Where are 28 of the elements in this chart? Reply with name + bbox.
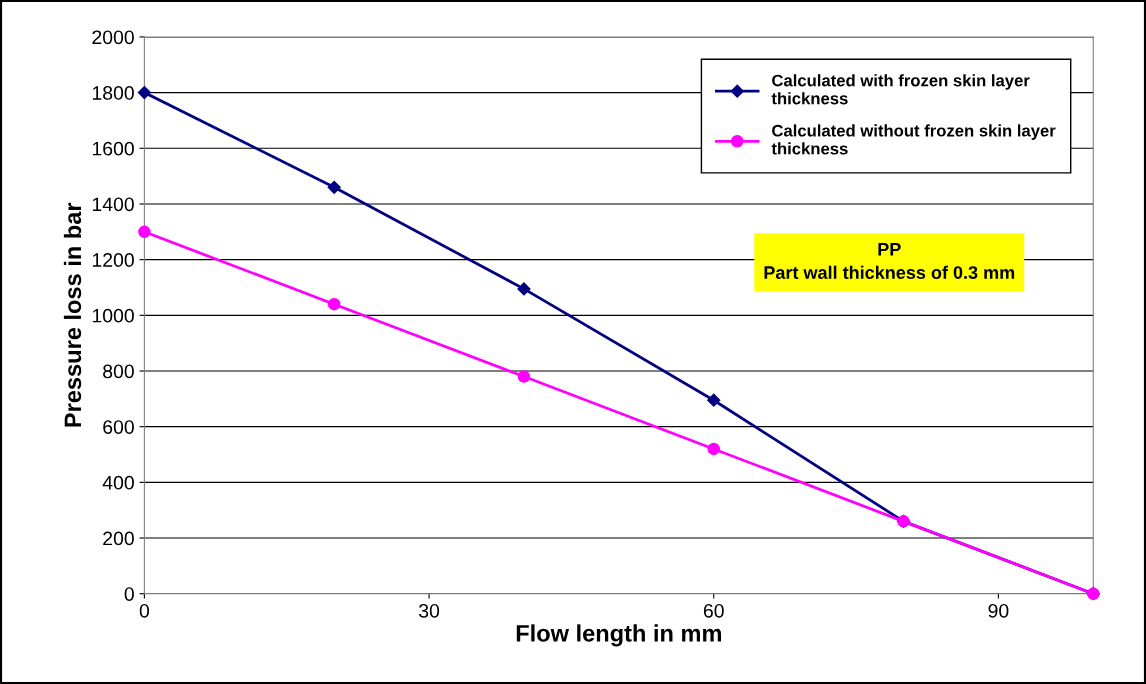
x-axis-title: Flow length in mm — [516, 624, 721, 647]
point — [327, 297, 341, 311]
point — [517, 370, 531, 383]
y-tick-label: 600 — [103, 420, 134, 434]
y-tick-label: 1400 — [92, 197, 134, 212]
x-tick-label: 90 — [988, 603, 1009, 618]
y-tick-label: 1600 — [92, 141, 134, 156]
annotation: PP Part wall thickness of 0.3 mm — [764, 242, 1015, 279]
y-tick-label: 800 — [103, 364, 134, 379]
y-axis-title: Pressure loss in bar — [63, 202, 82, 427]
point — [137, 86, 151, 100]
y-tick-label: 200 — [103, 531, 134, 546]
legend-label: Calculated without frozen skin layer thickness — [771, 124, 1056, 155]
legend-label: Calculated with frozen skin layer thickness — [771, 74, 1030, 105]
point — [517, 282, 531, 296]
y-tick-label: 400 — [102, 475, 134, 490]
y-tick-label: 0 — [124, 587, 134, 601]
y-tick-label: 1200 — [92, 253, 134, 267]
x-tick-label: 60 — [703, 603, 724, 618]
y-tick-label: 2000 — [92, 30, 134, 45]
point — [707, 442, 720, 456]
point — [138, 225, 151, 239]
y-tick-label: 1800 — [92, 86, 134, 100]
x-tick-label: 30 — [418, 603, 440, 618]
point — [327, 180, 341, 194]
point — [707, 393, 721, 407]
x-tick-label: 0 — [139, 603, 150, 618]
y-tick-label: 1000 — [92, 308, 134, 323]
